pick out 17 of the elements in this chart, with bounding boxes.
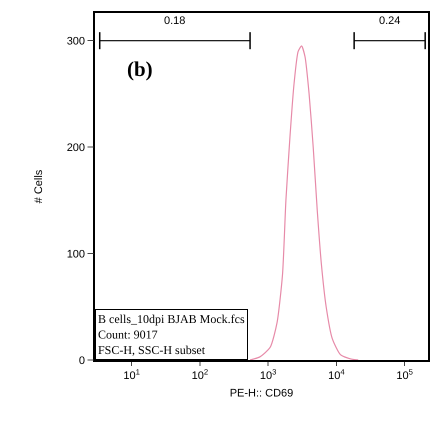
y-tick-label: 300 — [66, 36, 86, 48]
x-tick-label: 10$^{2}$ — [192, 367, 208, 382]
annotation: (b) — [127, 57, 153, 81]
x-tick-label: 10$^{5}$ — [396, 367, 413, 382]
x-tick-label: 10$^{3}$ — [260, 367, 276, 382]
y-tick-label: 200 — [66, 142, 86, 154]
y-tick-label: 100 — [66, 248, 86, 260]
series-label: 0.18 — [164, 15, 186, 27]
y-axis-title: # Cells — [32, 169, 45, 204]
x-axis-title: PE-H:: CD69 — [230, 388, 294, 400]
annotation: Count: 9017 — [98, 328, 158, 342]
series-label: 0.24 — [379, 15, 400, 27]
y-tick-label: 0 — [78, 354, 86, 367]
annotation: FSC-H, SSC-H subset — [98, 343, 206, 358]
annotation: B cells_10dpi BJAB Mock.fcs — [98, 312, 245, 326]
x-tick-label: 10$^{4}$ — [328, 367, 346, 382]
x-tick-label: 10$^{1}$ — [123, 367, 140, 382]
